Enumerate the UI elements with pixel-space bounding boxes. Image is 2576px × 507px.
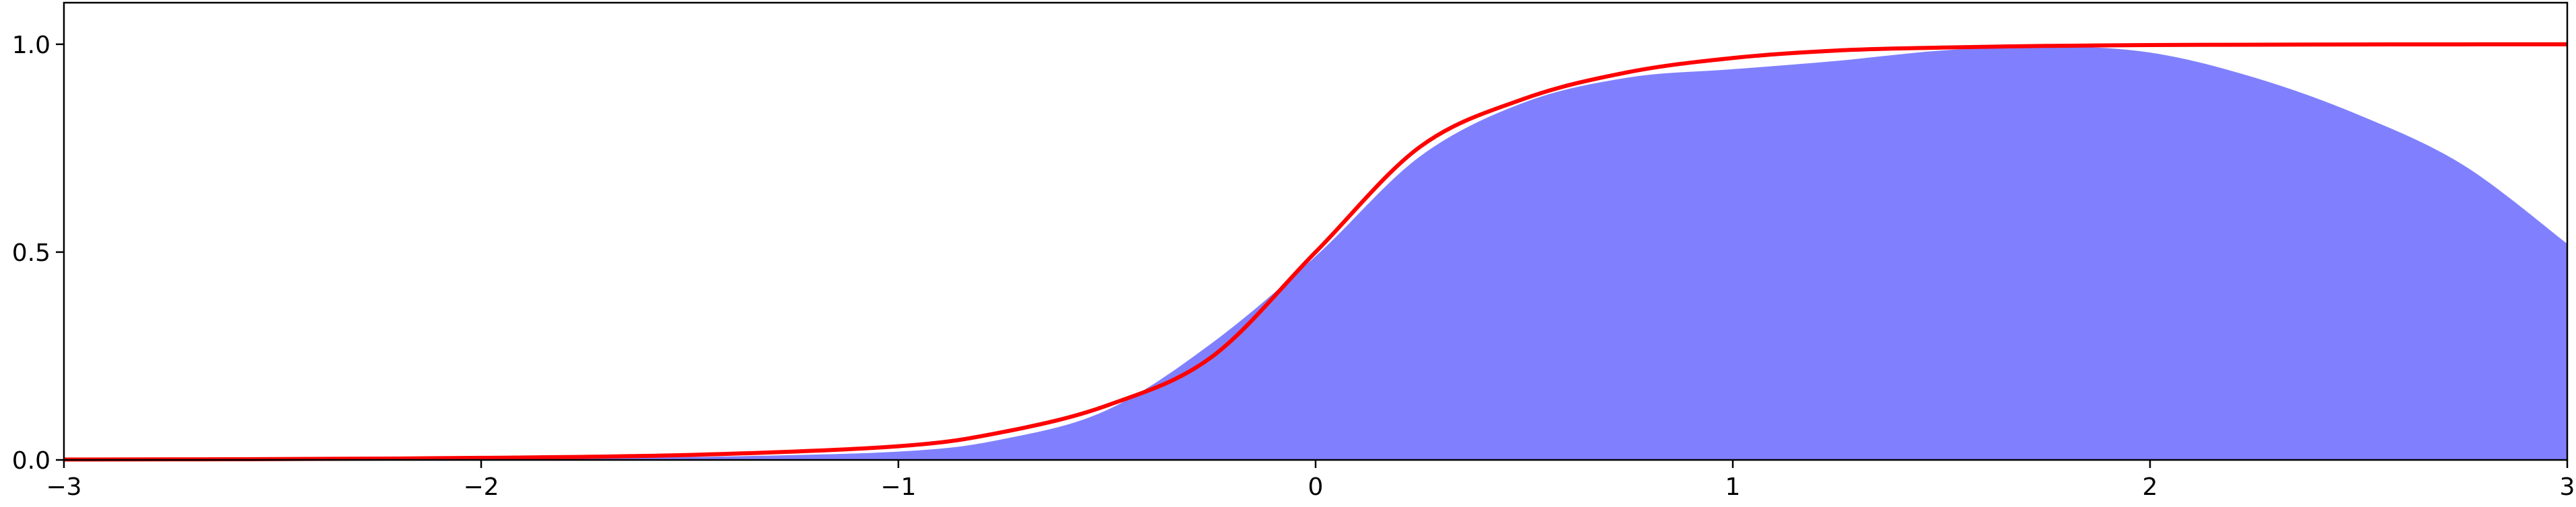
y-tick-label: 0.0: [12, 447, 50, 475]
x-tick-label: −1: [880, 473, 916, 501]
x-tick-label: −2: [463, 473, 499, 501]
x-tick-label: 1: [1725, 473, 1741, 501]
area-series-0: [64, 46, 2567, 461]
plot-area: [63, 42, 2568, 462]
y-axis: 0.0 0.5 1.0: [12, 32, 64, 475]
x-tick-label: 2: [2143, 473, 2158, 501]
x-axis: −3 −2 −1 0 1 2 3: [46, 460, 2575, 501]
x-tick-label: −3: [46, 473, 81, 501]
y-tick-label: 0.5: [12, 239, 50, 267]
x-tick-label: 3: [2560, 473, 2575, 501]
x-tick-label: 0: [1308, 473, 1324, 501]
y-tick-label: 1.0: [12, 32, 50, 59]
line-series-1: [63, 42, 2568, 462]
